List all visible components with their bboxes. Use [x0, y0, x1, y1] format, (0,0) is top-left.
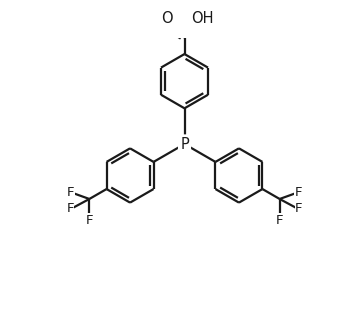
Text: O: O — [161, 10, 172, 25]
Text: F: F — [276, 214, 283, 227]
Text: F: F — [295, 202, 303, 215]
Text: F: F — [66, 202, 74, 215]
Text: OH: OH — [191, 10, 213, 25]
Text: F: F — [86, 214, 93, 227]
Text: P: P — [180, 136, 189, 152]
Text: F: F — [67, 186, 75, 199]
Text: F: F — [294, 186, 302, 199]
